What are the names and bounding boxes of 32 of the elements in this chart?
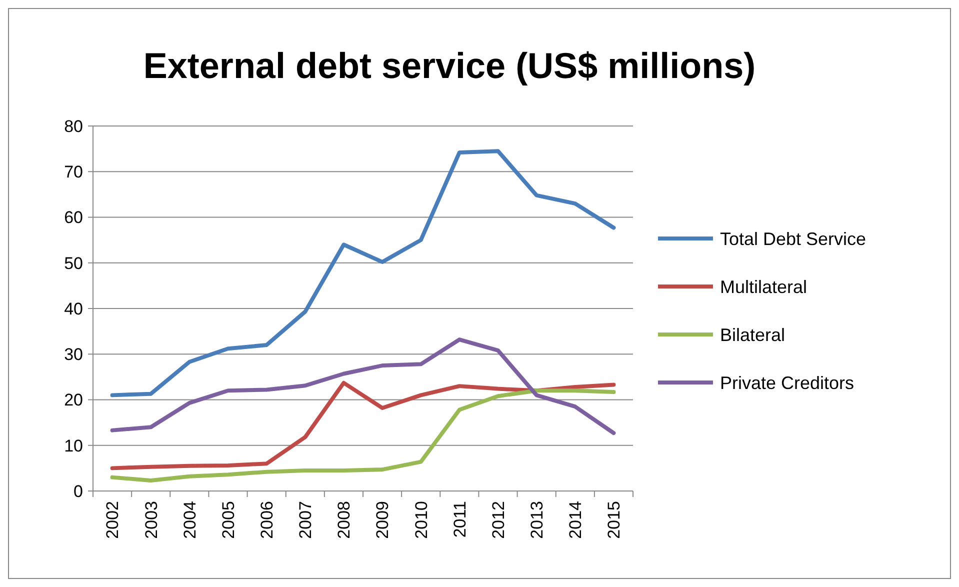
- x-tick-label: 2012: [488, 501, 508, 539]
- y-tick-label: 50: [64, 254, 83, 273]
- x-tick-label: 2013: [528, 501, 547, 539]
- x-tick-label: 2015: [604, 501, 624, 539]
- y-tick-label: 80: [64, 116, 83, 136]
- y-tick-label: 20: [64, 390, 83, 410]
- line-series: [110, 338, 616, 436]
- x-tick-label: 2011: [450, 501, 470, 538]
- y-tick-label: 10: [64, 436, 83, 456]
- legend-label: Private Creditors: [720, 372, 854, 393]
- legend-label: Total Debt Service: [720, 228, 866, 249]
- chart-title: External debt service (US$ millions): [143, 45, 756, 86]
- legend-label: Multilateral: [720, 276, 808, 297]
- x-tick-label: 2010: [412, 501, 431, 539]
- x-tick-label: 2006: [258, 501, 277, 539]
- y-tick-label: 0: [74, 482, 83, 501]
- x-tick-label: 2008: [334, 501, 354, 539]
- line-series: [110, 149, 616, 398]
- line-series: [110, 380, 616, 470]
- legend-label: Bilateral: [720, 324, 786, 345]
- x-tick-label: 2009: [373, 501, 392, 539]
- x-tick-label: 2014: [566, 501, 586, 539]
- line-series: [110, 388, 616, 483]
- x-tick-label: 2004: [180, 501, 200, 539]
- x-tick-label: 2007: [296, 501, 316, 539]
- y-tick-label: 70: [64, 162, 83, 182]
- y-tick-label: 40: [64, 299, 83, 318]
- y-tick-label: 30: [64, 345, 83, 364]
- y-tick-label: 60: [64, 208, 83, 228]
- x-tick-label: 2003: [142, 501, 161, 539]
- x-tick-label: 2002: [103, 501, 122, 539]
- x-tick-label: 2005: [218, 501, 238, 539]
